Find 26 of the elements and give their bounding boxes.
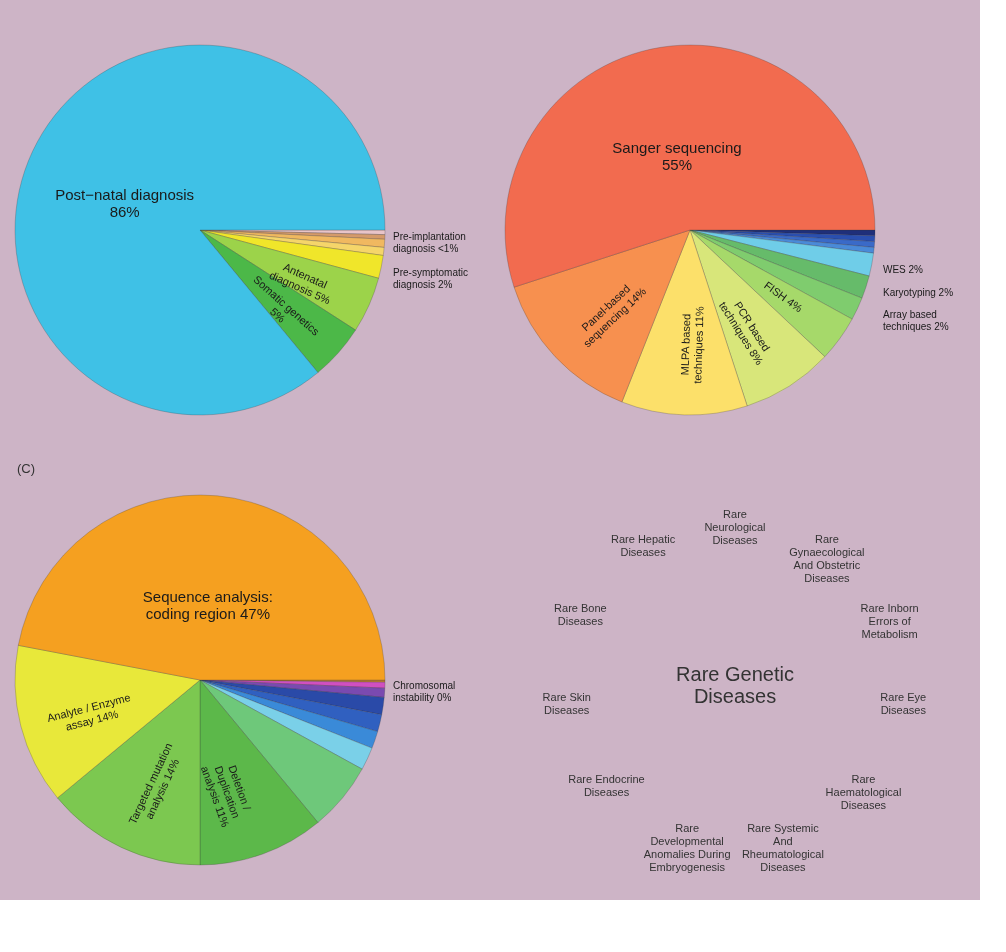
text: Rare Developmental Anomalies During Embryogenesis [643, 821, 731, 873]
text: Rare Eye Diseases [880, 690, 927, 716]
slice-label: Analyte / Enzyme assay 14% [45, 691, 132, 733]
text: Rare Hepatic Diseases [610, 533, 676, 559]
slice-label: Sanger sequencing [612, 138, 742, 156]
text: Rare Neurological Diseases [704, 508, 766, 546]
slice-label: Pre-implantation diagnosis <1% [393, 231, 466, 255]
text: Rare Inborn Errors of Metabolism [860, 601, 919, 640]
data-label: 86% [109, 202, 140, 220]
text: Rare Genetic Diseases [676, 663, 794, 707]
slice-label: Karyotyping 2% [883, 287, 954, 299]
data-label: 55% [661, 155, 692, 173]
slice-label: MLPA based techniques 11% [678, 305, 706, 384]
slice-label: Pre-symptomatic diagnosis 2% [393, 266, 469, 290]
slice-label: Chromosomal instability 0% [393, 680, 456, 704]
text: Rare Skin Diseases [542, 690, 591, 716]
text: (C) [17, 461, 36, 476]
text: Rare Gynaecological And Obstetric Diseases [789, 533, 865, 585]
slice-label: Sequence analysis: coding region 47% [142, 588, 273, 623]
slice-label: WES 2% [883, 264, 924, 276]
text: Rare Bone Diseases [554, 601, 607, 627]
text: Rare Systemic And Rheumatological Diseases [741, 821, 824, 873]
text: Rare Haematological Diseases [825, 772, 902, 811]
text: Rare Endocrine Diseases [568, 772, 645, 798]
slice-label: Array based techniques 2% [883, 309, 949, 333]
slice-label: Post−natal diagnosis [55, 185, 195, 203]
